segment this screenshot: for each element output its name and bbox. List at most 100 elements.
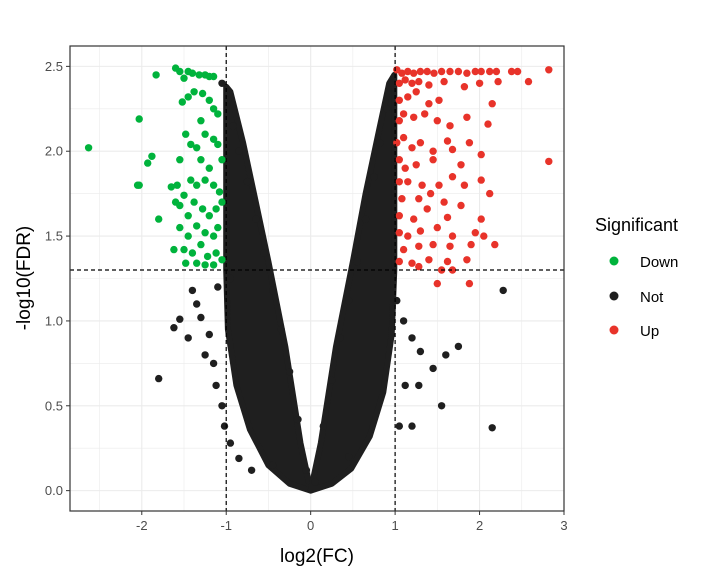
data-point-up — [416, 67, 425, 76]
data-point-not — [247, 466, 256, 474]
data-point-not — [170, 324, 178, 332]
data-point-not — [218, 79, 226, 88]
data-point-down — [184, 93, 192, 101]
data-point-down — [203, 252, 212, 261]
data-point-not — [197, 313, 205, 322]
plot-panel-border — [69, 45, 565, 512]
data-point-not — [235, 454, 243, 463]
watermark-text: 知乎 @生信狗的修炼秘籍 — [426, 537, 618, 557]
data-point-down — [218, 198, 226, 206]
series-not-points — [155, 79, 507, 486]
data-point-down — [190, 198, 198, 206]
data-point-not — [361, 215, 370, 223]
data-point-up — [465, 139, 474, 147]
data-point-up — [477, 176, 485, 184]
y-tick-label: 1.5 — [45, 229, 63, 244]
data-point-down — [173, 181, 181, 189]
data-point-not — [201, 351, 209, 359]
data-point-not — [437, 402, 446, 410]
legend-label-down: Down — [640, 254, 678, 271]
data-point-not — [408, 422, 416, 430]
data-point-up — [395, 156, 403, 164]
data-point-up — [494, 77, 502, 86]
data-point-up — [429, 156, 437, 164]
data-point-not — [209, 359, 218, 368]
x-tick-label: -2 — [136, 518, 148, 533]
data-point-up — [430, 69, 438, 77]
data-point-up — [435, 96, 443, 105]
data-point-not — [226, 274, 235, 283]
data-point-down — [176, 67, 184, 76]
data-point-down — [212, 205, 220, 213]
data-point-up — [423, 67, 431, 76]
data-point-not — [226, 439, 235, 447]
data-point-down — [205, 96, 213, 105]
data-point-not — [229, 122, 237, 130]
data-point-up — [486, 67, 494, 76]
data-point-down — [180, 245, 188, 254]
x-tick-label: 0 — [307, 518, 314, 533]
data-point-up — [448, 232, 457, 240]
data-point-not — [415, 381, 423, 390]
data-point-down — [188, 249, 197, 257]
data-point-up — [465, 279, 474, 288]
data-point-up — [448, 145, 457, 154]
data-point-up — [395, 79, 403, 88]
y-tick-label: 2.5 — [45, 59, 63, 74]
data-point-up — [488, 100, 496, 108]
data-point-up — [491, 240, 499, 249]
x-tick-label: 3 — [560, 518, 567, 533]
data-point-up — [524, 77, 533, 86]
data-point-not — [383, 105, 391, 113]
data-point-not — [454, 342, 463, 351]
data-point-up — [477, 150, 485, 159]
data-point-down — [198, 205, 207, 213]
data-point-down — [144, 159, 152, 167]
data-point-up — [545, 66, 553, 74]
data-point-up — [440, 77, 448, 86]
y-tick-label: 1.0 — [45, 313, 63, 328]
data-point-up — [426, 189, 435, 198]
data-point-up — [437, 67, 446, 76]
data-point-not — [155, 374, 163, 383]
data-point-down — [205, 212, 213, 220]
data-point-not — [188, 286, 197, 295]
legend: Significant Down Not Up — [595, 215, 678, 340]
data-point-down — [201, 130, 209, 138]
data-point-up — [433, 223, 441, 232]
data-point-not — [184, 334, 192, 342]
data-point-not — [235, 147, 243, 155]
data-point-up — [395, 212, 403, 220]
data-point-up — [404, 232, 412, 240]
data-point-down — [176, 156, 184, 164]
x-tick-label: 2 — [476, 518, 483, 533]
data-point-up — [395, 178, 403, 186]
legend-key-up — [609, 325, 619, 335]
data-point-up — [513, 67, 522, 76]
data-point-not — [393, 296, 401, 305]
data-point-up — [415, 195, 423, 203]
data-point-up — [429, 147, 437, 155]
data-point-up — [443, 137, 452, 145]
data-point-up — [440, 198, 448, 206]
data-point-up — [410, 69, 418, 77]
data-point-down — [197, 240, 205, 249]
data-point-up — [395, 257, 403, 266]
data-point-up — [492, 67, 501, 76]
data-point-down — [176, 223, 184, 232]
data-point-up — [448, 173, 457, 181]
data-point-up — [401, 164, 409, 172]
data-point-up — [425, 81, 433, 89]
data-point-down — [195, 71, 203, 79]
data-point-down — [193, 222, 201, 230]
data-point-not — [218, 402, 226, 410]
data-point-up — [399, 245, 408, 254]
data-point-up — [448, 266, 457, 274]
data-point-not — [388, 79, 397, 88]
data-point-down — [209, 135, 218, 143]
data-point-down — [135, 181, 143, 189]
data-point-not — [328, 376, 336, 384]
data-point-down — [187, 140, 195, 149]
data-point-down — [84, 144, 93, 152]
data-point-down — [214, 110, 222, 118]
